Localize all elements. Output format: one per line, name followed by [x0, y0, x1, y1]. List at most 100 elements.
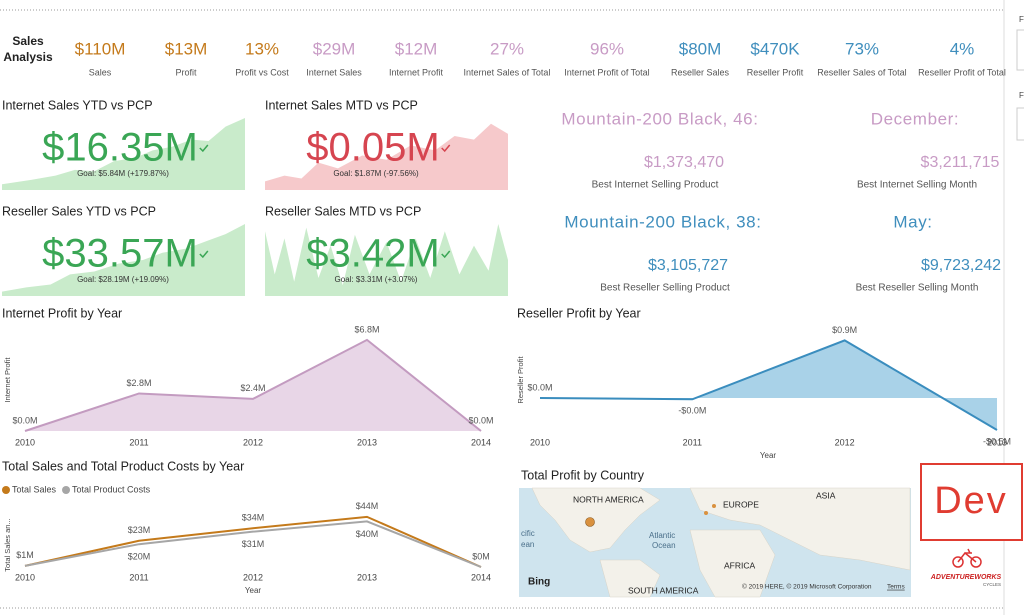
x-tick-label: 2014: [471, 572, 491, 582]
sparkline-area: [2, 224, 245, 296]
x-tick-label: 2012: [835, 437, 855, 447]
report-title: Analysis: [3, 50, 53, 64]
filter-box[interactable]: [1016, 107, 1024, 141]
x-tick-label: 2012: [243, 572, 263, 582]
kpi-label: Sales: [89, 67, 112, 77]
card-value: $9,723,242: [921, 257, 1001, 274]
x-tick-label: 2010: [15, 437, 35, 447]
area-fill: [25, 339, 481, 431]
map-label: cific: [521, 529, 535, 538]
x-tick-label: 2011: [683, 437, 702, 447]
dev-badge-frame: [920, 463, 1023, 541]
x-tick-label: 2013: [357, 572, 377, 582]
kpi-value: $470K: [750, 39, 800, 58]
logo-wheel: [970, 556, 982, 568]
x-tick-label: 2012: [243, 437, 263, 447]
tile-value: $16.35M: [42, 126, 198, 170]
x-tick-label: 2011: [129, 572, 148, 582]
status-icon: [441, 250, 451, 259]
data-label: $0.0M: [527, 382, 552, 392]
data-label: $44M: [356, 501, 379, 511]
status-icon: [441, 144, 451, 153]
kpi-label: Internet Sales: [306, 67, 362, 77]
kpi-value: 13%: [245, 39, 279, 58]
map-terms[interactable]: Terms: [887, 584, 905, 591]
card-heading: Mountain-200 Black, 38:: [564, 212, 761, 231]
data-label: $6.8M: [354, 324, 379, 334]
data-label: $0.0M: [12, 415, 37, 425]
x-tick-label: 2013: [987, 437, 1007, 447]
kpi-value: $110M: [75, 39, 126, 58]
card-caption: Best Reseller Selling Product: [600, 283, 730, 294]
sparkline-area: [265, 123, 508, 190]
kpi-value: $13M: [165, 39, 208, 58]
kpi-label: Reseller Profit of Total: [918, 67, 1006, 77]
kpi-label: Reseller Sales of Total: [817, 67, 906, 77]
card-caption: Best Reseller Selling Month: [856, 283, 979, 294]
sparkline-area: [265, 224, 508, 296]
kpi-value: $80M: [679, 39, 722, 58]
card-value: $1,373,470: [644, 154, 724, 171]
x-tick-label: 2010: [15, 572, 35, 582]
kpi-label: Profit vs Cost: [235, 67, 289, 77]
logo-frame: [957, 548, 977, 563]
map-label: EUROPE: [723, 499, 759, 509]
map-label: ASIA: [816, 490, 836, 500]
card-heading: Mountain-200 Black, 46:: [561, 109, 758, 128]
data-label: $20M: [128, 552, 151, 562]
map-land: [599, 559, 661, 598]
x-tick-label: 2010: [530, 437, 550, 447]
kpi-value: 27%: [490, 39, 524, 58]
map-bubble: [712, 504, 716, 508]
tile-title: Reseller Sales MTD vs PCP: [265, 204, 421, 218]
logo-wheel: [952, 556, 964, 568]
data-label: $2.8M: [126, 378, 151, 388]
legend-marker: [2, 486, 10, 494]
card-value: $3,211,715: [921, 154, 1000, 171]
data-label: $0.9M: [832, 325, 857, 335]
y-axis-label: Total Sales an...: [3, 518, 12, 571]
map-land: [689, 487, 911, 571]
series-line: [24, 515, 482, 568]
y-axis-label: Reseller Profit: [516, 356, 525, 404]
area-fill: [540, 340, 997, 430]
filter-label: F: [1019, 15, 1024, 24]
card-value: $3,105,727: [648, 257, 728, 274]
kpi-value: $29M: [313, 39, 356, 58]
map-land: [689, 529, 776, 598]
chart-title: Reseller Profit by Year: [517, 306, 641, 320]
data-label: -$0.0M: [678, 406, 706, 416]
map-bubble: [704, 511, 708, 515]
data-label: $34M: [242, 513, 265, 523]
filter-box[interactable]: [1016, 29, 1024, 71]
dev-badge: Dev: [934, 480, 1008, 522]
card-heading: December:: [871, 109, 960, 128]
tile-goal: Goal: $5.84M (+179.87%): [77, 169, 169, 178]
logo-sub: CYCLES: [983, 582, 1001, 587]
data-label: $0M: [472, 551, 490, 561]
sparkline-area: [2, 118, 245, 190]
kpi-value: 96%: [590, 39, 624, 58]
map-label: SOUTH AMERICA: [628, 585, 699, 595]
tile-goal: Goal: $3.31M (+3.07%): [335, 275, 418, 284]
data-label: $40M: [356, 529, 379, 539]
report-title: Sales: [12, 34, 44, 48]
x-axis-label: Year: [245, 586, 262, 595]
x-axis-label: Year: [760, 451, 777, 460]
kpi-label: Internet Profit: [389, 67, 444, 77]
map-attribution: © 2019 HERE, © 2019 Microsoft Corporatio…: [742, 583, 872, 591]
tile-goal: Goal: $28.19M (+19.09%): [77, 275, 169, 284]
data-label: $23M: [128, 525, 151, 535]
kpi-value: $12M: [395, 39, 438, 58]
area-line: [24, 338, 482, 432]
series-line: [24, 520, 482, 568]
status-icon: [199, 144, 209, 153]
map-bubble: [585, 517, 595, 527]
kpi-label: Internet Sales of Total: [464, 67, 551, 77]
tile-title: Reseller Sales YTD vs PCP: [2, 204, 156, 218]
y-axis-label: Internet Profit: [3, 357, 12, 403]
chart-title: Internet Profit by Year: [2, 306, 122, 320]
map-land: [531, 487, 661, 553]
x-tick-label: 2014: [471, 437, 491, 447]
